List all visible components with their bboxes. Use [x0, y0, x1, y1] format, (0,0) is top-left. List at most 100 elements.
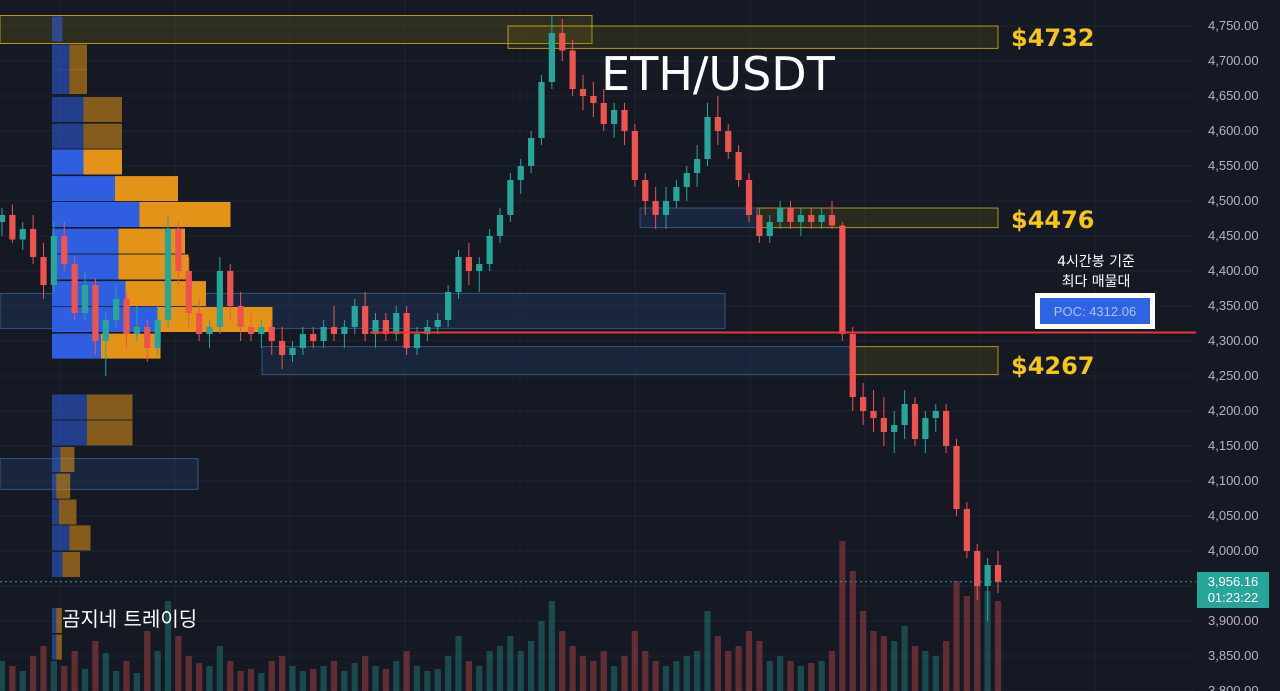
profile-sell-bar	[59, 499, 77, 525]
candle-body	[268, 327, 275, 341]
volume-bar	[662, 666, 670, 691]
candle-body	[953, 446, 960, 509]
candle-body	[808, 215, 815, 222]
candle-body	[621, 110, 628, 131]
candle-body	[237, 306, 244, 327]
price-tick-label: 4,100.00	[1208, 473, 1259, 488]
candle-body	[590, 96, 597, 103]
candle-body	[206, 327, 213, 334]
current-price-badge	[1197, 572, 1269, 608]
profile-sell-bar	[62, 552, 80, 577]
candle-body	[330, 327, 338, 334]
price-tick-label: 4,350.00	[1208, 298, 1259, 313]
volume-bar	[0, 661, 6, 691]
volume-bar	[714, 636, 721, 691]
profile-buy-bar	[52, 394, 87, 420]
candle-body	[102, 320, 109, 341]
profile-sell-bar	[83, 149, 122, 175]
volume-bar	[196, 663, 203, 691]
candle-body	[382, 320, 389, 334]
profile-buy-bar	[52, 44, 70, 70]
profile-buy-bar	[52, 473, 57, 499]
candle-body	[19, 229, 26, 240]
price-tick-label: 4,400.00	[1208, 263, 1259, 278]
price-tick-label: 4,200.00	[1208, 403, 1259, 418]
candle-body	[289, 348, 296, 355]
candle-body	[963, 509, 970, 551]
candle-body	[818, 215, 825, 222]
profile-sell-bar	[87, 394, 133, 420]
volume-bar	[569, 646, 576, 691]
poc-note-line2: 최다 매물대	[1062, 274, 1131, 290]
candle-body	[413, 334, 421, 348]
price-tick-label: 4,300.00	[1208, 333, 1259, 348]
candle-body	[185, 271, 192, 313]
profile-sell-bar	[115, 176, 178, 202]
candle-body	[745, 180, 753, 215]
profile-buy-bar	[52, 552, 63, 577]
volume-bar	[548, 601, 555, 691]
volume-bar	[102, 653, 109, 691]
volume-bar	[434, 669, 441, 691]
profile-buy-bar	[52, 176, 115, 202]
volume-bar	[642, 651, 649, 691]
volume-bar	[320, 666, 327, 691]
candle-body	[465, 257, 472, 271]
candle-body	[984, 565, 991, 586]
volume-bar	[725, 651, 732, 691]
candle-body	[725, 131, 732, 152]
poc-label: POC: 4312.06	[1054, 304, 1136, 319]
volume-bar	[351, 663, 358, 691]
volume-bar	[766, 661, 773, 691]
volume-bar	[932, 656, 939, 691]
candle-body	[631, 131, 638, 180]
support-resistance-zones	[0, 15, 999, 490]
profile-sell-bar	[56, 608, 62, 633]
candle-body	[538, 82, 545, 138]
volume-bar	[268, 661, 275, 691]
profile-buy-bar	[52, 69, 70, 94]
volume-bar	[891, 641, 898, 691]
candle-body	[455, 257, 462, 292]
volume-bar	[9, 666, 16, 691]
level-label-4267: $4267	[1011, 352, 1095, 380]
price-axis[interactable]: 4,750.00 4,700.00 4,650.00 4,600.00 4,550.00…	[1208, 18, 1259, 691]
candle-body	[611, 110, 618, 124]
candle-body	[476, 264, 483, 271]
candle-body	[393, 313, 400, 334]
volume-bar	[279, 656, 286, 691]
volume-bar	[403, 651, 410, 691]
profile-sell-bar	[157, 307, 273, 332]
volume-bar	[237, 671, 244, 691]
volume-bar	[870, 631, 877, 691]
candle-body	[299, 334, 306, 348]
candle-body	[901, 404, 908, 425]
candle-body	[579, 89, 587, 96]
volume-bar	[528, 641, 535, 691]
profile-buy-bar	[52, 420, 87, 446]
volume-bar	[413, 666, 421, 691]
price-tick-label: 4,700.00	[1208, 53, 1259, 68]
volume-bar	[81, 669, 89, 691]
candle-body	[548, 33, 555, 82]
volume-bar	[984, 591, 991, 691]
volume-bar	[133, 673, 140, 691]
poc-label-box	[1040, 298, 1150, 324]
volume-bar	[579, 656, 587, 691]
candle-body	[9, 215, 16, 240]
candle-body	[61, 236, 68, 264]
price-tick-label: 4,650.00	[1208, 88, 1259, 103]
candle-body	[943, 411, 950, 446]
volume-bars	[0, 541, 1002, 691]
volume-bar	[299, 671, 306, 691]
candle-body	[424, 327, 431, 334]
volume-bar	[808, 663, 815, 691]
volume-bar	[227, 661, 234, 691]
volume-bar	[310, 669, 317, 691]
profile-sell-bar	[69, 69, 87, 94]
candlesticks[interactable]	[0, 15, 1002, 622]
price-tick-label: 4,150.00	[1208, 438, 1259, 453]
